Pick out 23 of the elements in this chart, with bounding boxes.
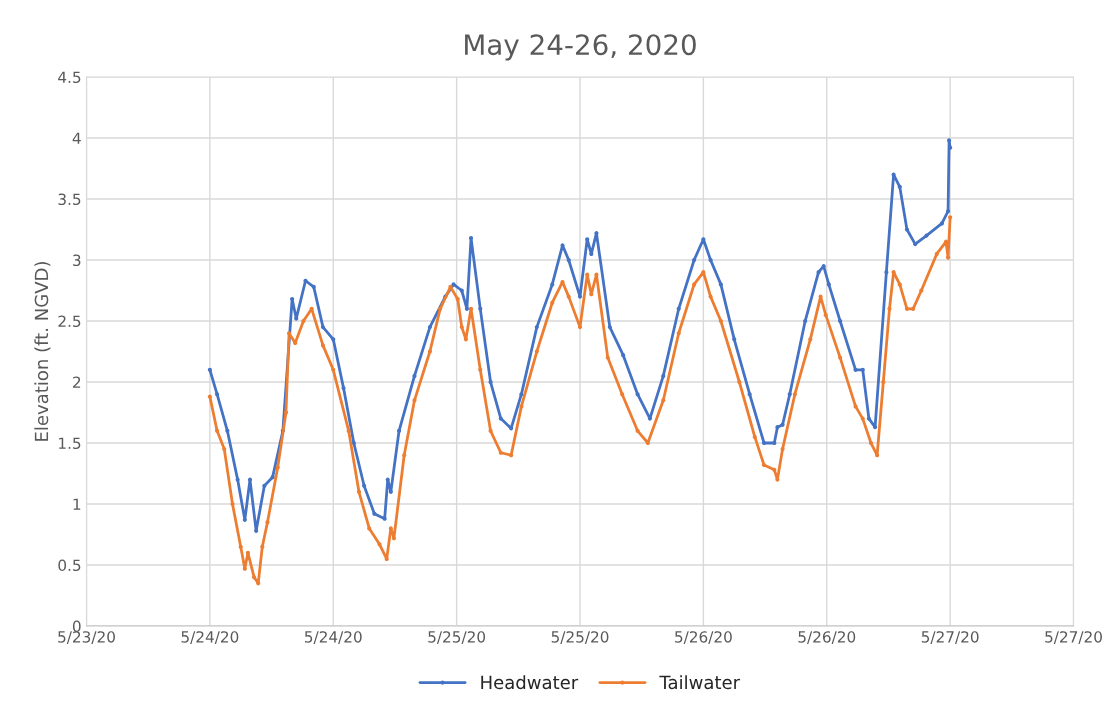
y-tick-label: 0.5 <box>58 559 81 572</box>
x-tick-label: 5/24/20 <box>181 631 239 644</box>
x-tick-label: 5/27/20 <box>1045 631 1102 644</box>
y-tick-label: 4 <box>72 132 81 144</box>
y-tick-label: 3.5 <box>58 193 81 206</box>
y-axis-title: Elevation (ft. NGVD) <box>34 262 51 441</box>
y-tick-label: 4.5 <box>58 71 81 84</box>
x-tick-label: 5/26/20 <box>675 631 732 644</box>
x-tick-label: 5/26/20 <box>798 631 856 644</box>
y-tick-label: 0 <box>72 620 81 633</box>
legend-label: Tailwater <box>659 675 741 690</box>
y-tick-label: 2 <box>73 376 81 388</box>
x-tick-label: 5/27/20 <box>921 631 979 644</box>
x-tick-label: 5/23/20 <box>58 631 115 644</box>
x-tick-label: 5/24/20 <box>304 631 362 644</box>
chart-title: May 24-26, 2020 <box>465 34 696 61</box>
x-tick-label: 5/25/20 <box>551 631 609 644</box>
y-tick-label: 1 <box>73 498 81 510</box>
legend-label: Headwater <box>481 675 579 690</box>
x-tick-label: 5/25/20 <box>428 631 486 644</box>
y-tick-label: 2.5 <box>58 315 81 328</box>
y-tick-label: 1.5 <box>59 437 81 450</box>
y-tick-label: 3 <box>73 254 81 267</box>
